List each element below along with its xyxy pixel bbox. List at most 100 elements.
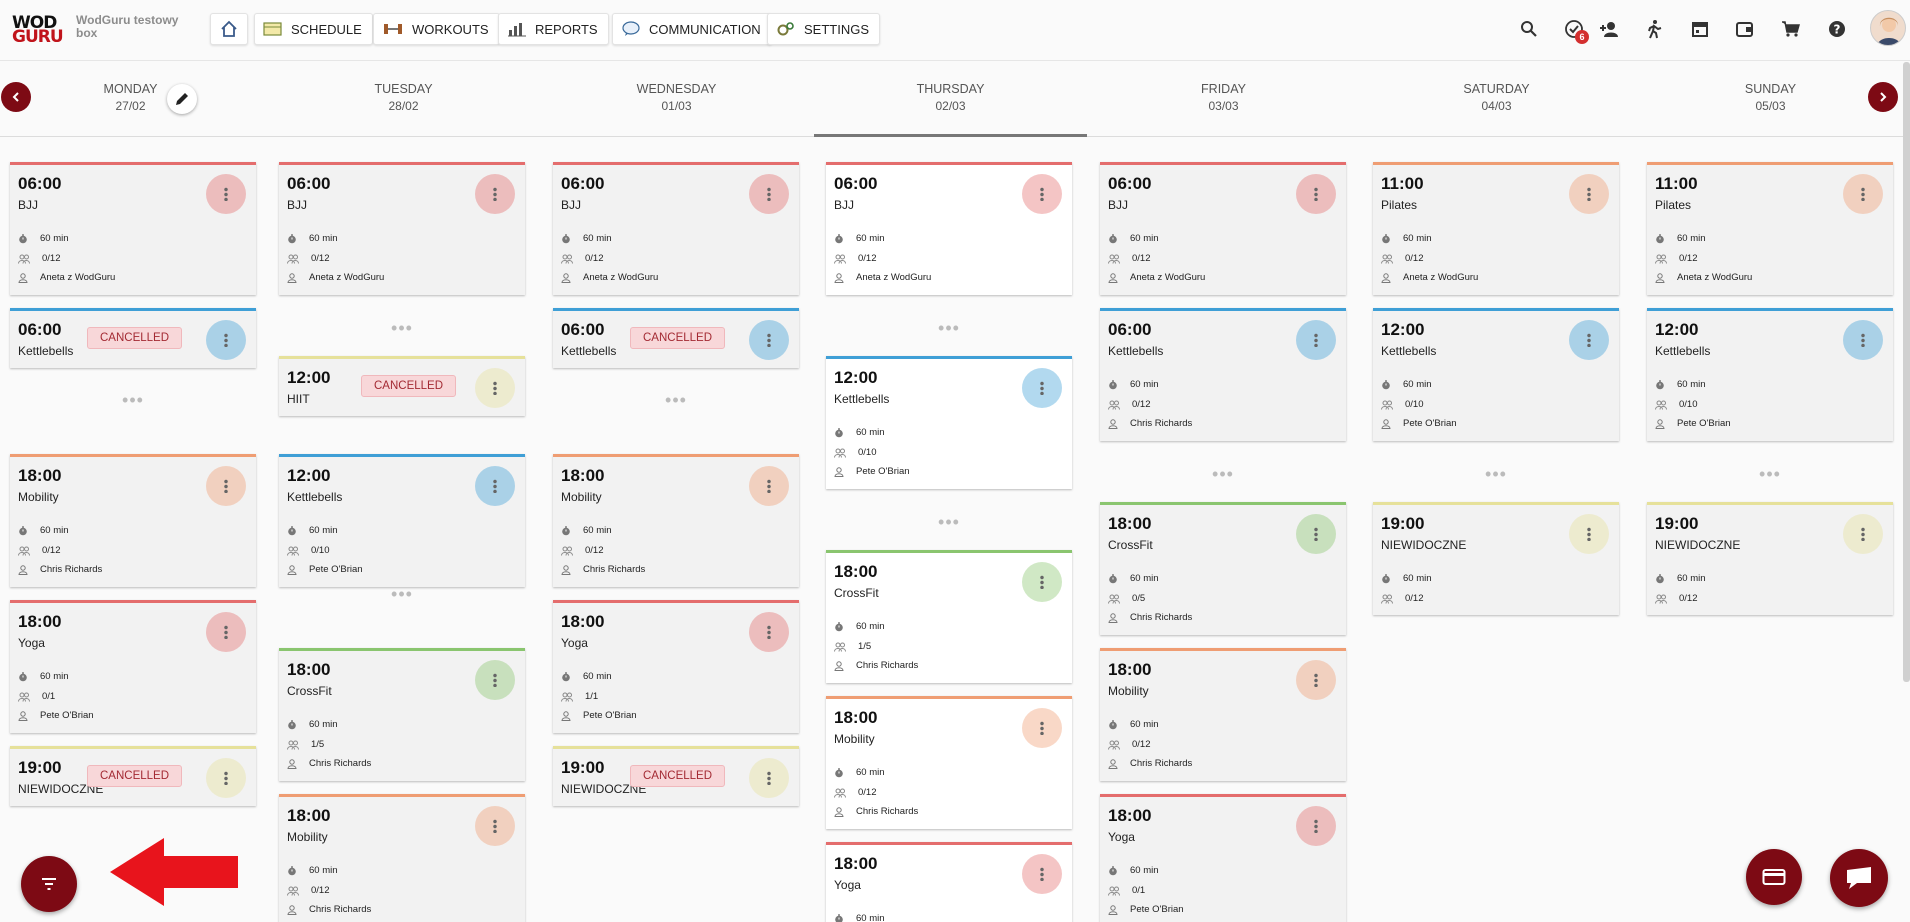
expand-hidden-classes[interactable]: ••• — [391, 584, 413, 604]
class-menu-button[interactable] — [1569, 514, 1609, 554]
class-menu-button[interactable] — [1022, 562, 1062, 602]
expand-hidden-classes[interactable]: ••• — [665, 390, 687, 410]
expand-hidden-classes[interactable]: ••• — [1485, 464, 1507, 484]
expand-hidden-classes[interactable]: ••• — [938, 318, 960, 338]
day-header-thursday[interactable]: THURSDAY 02/03 — [814, 62, 1087, 137]
class-card[interactable]: 11:00 Pilates 60 min 0/12 Aneta z WodGuru — [1647, 162, 1893, 295]
class-card[interactable]: 18:00 Yoga 60 min — [826, 842, 1072, 922]
day-header-friday[interactable]: FRIDAY 03/03 — [1087, 62, 1360, 137]
class-card[interactable]: 18:00 Mobility 60 min 0/12 Chris Richards — [279, 794, 525, 922]
expand-hidden-classes[interactable]: ••• — [122, 390, 144, 410]
filter-button[interactable] — [21, 856, 77, 912]
class-menu-button[interactable] — [206, 466, 246, 506]
class-menu-button[interactable] — [749, 758, 789, 798]
class-menu-button[interactable] — [475, 660, 515, 700]
nav-schedule[interactable]: SCHEDULE — [254, 13, 373, 45]
cart-button[interactable] — [1778, 16, 1804, 42]
class-menu-button[interactable] — [749, 174, 789, 214]
class-menu-button[interactable] — [206, 758, 246, 798]
tasks-button[interactable]: 6 — [1561, 16, 1589, 44]
class-card[interactable]: 06:00 BJJ 60 min 0/12 Aneta z WodGuru — [553, 162, 799, 295]
class-menu-button[interactable] — [475, 174, 515, 214]
class-card[interactable]: 18:00 CrossFit 60 min 0/5 Chris Richards — [1100, 502, 1346, 635]
class-card[interactable]: 06:00 BJJ 60 min 0/12 Aneta z WodGuru — [10, 162, 256, 295]
class-menu-button[interactable] — [206, 320, 246, 360]
class-menu-button[interactable] — [1569, 320, 1609, 360]
class-menu-button[interactable] — [1296, 806, 1336, 846]
day-header-saturday[interactable]: SATURDAY 04/03 — [1360, 62, 1633, 137]
class-card[interactable]: 18:00 Yoga 60 min 0/1 Pete O'Brian — [10, 600, 256, 733]
class-menu-button[interactable] — [1843, 174, 1883, 214]
help-button[interactable]: ? — [1824, 16, 1850, 42]
class-card[interactable]: 12:00 HIIT CANCELLED — [279, 356, 525, 416]
class-card[interactable]: 06:00 Kettlebells 60 min 0/12 Chris Richards — [1100, 308, 1346, 441]
class-card[interactable]: 06:00 Kettlebells CANCELLED — [10, 308, 256, 368]
class-card[interactable]: 12:00 Kettlebells 60 min 0/10 Pete O'Brian — [1373, 308, 1619, 441]
class-menu-button[interactable] — [206, 612, 246, 652]
search-button[interactable] — [1516, 16, 1542, 42]
avatar[interactable] — [1870, 10, 1906, 46]
class-menu-button[interactable] — [1022, 368, 1062, 408]
calendar-button[interactable] — [1687, 16, 1713, 42]
class-menu-button[interactable] — [475, 806, 515, 846]
activity-button[interactable] — [1641, 16, 1667, 42]
class-card[interactable]: 18:00 Yoga 60 min 0/1 Pete O'Brian — [1100, 794, 1346, 922]
home-button[interactable] — [210, 13, 248, 45]
wodguru-logo[interactable]: WOD GURU — [12, 15, 64, 46]
class-menu-button[interactable] — [475, 466, 515, 506]
class-card[interactable]: 18:00 Mobility 60 min 0/12 Chris Richards — [553, 454, 799, 587]
class-card[interactable]: 12:00 Kettlebells 60 min 0/10 Pete O'Brian — [1647, 308, 1893, 441]
expand-hidden-classes[interactable]: ••• — [938, 512, 960, 532]
class-card[interactable]: 18:00 Mobility 60 min 0/12 Chris Richards — [826, 696, 1072, 829]
day-header-sunday[interactable]: SUNDAY 05/03 — [1634, 62, 1907, 137]
payment-button[interactable] — [1746, 849, 1802, 905]
class-menu-button[interactable] — [1022, 854, 1062, 894]
class-menu-button[interactable] — [1296, 660, 1336, 700]
class-menu-button[interactable] — [1022, 174, 1062, 214]
class-card[interactable]: 18:00 Mobility 60 min 0/12 Chris Richards — [1100, 648, 1346, 781]
class-card[interactable]: 18:00 CrossFit 60 min 1/5 Chris Richards — [826, 550, 1072, 683]
class-menu-button[interactable] — [749, 320, 789, 360]
class-card[interactable]: 18:00 CrossFit 60 min 1/5 Chris Richards — [279, 648, 525, 781]
nav-communication[interactable]: COMMUNICATION — [612, 13, 772, 45]
class-menu-button[interactable] — [475, 368, 515, 408]
class-menu-button[interactable] — [1843, 514, 1883, 554]
nav-workouts[interactable]: WORKOUTS — [373, 13, 500, 45]
class-card[interactable]: 19:00 NIEWIDOCZNE 60 min 0/12 — [1647, 502, 1893, 615]
class-card[interactable]: 18:00 Mobility 60 min 0/12 Chris Richards — [10, 454, 256, 587]
class-menu-button[interactable] — [749, 466, 789, 506]
class-menu-button[interactable] — [749, 612, 789, 652]
class-menu-button[interactable] — [1296, 174, 1336, 214]
day-header-wednesday[interactable]: WEDNESDAY 01/03 — [540, 62, 813, 137]
prev-week-button[interactable] — [1, 82, 31, 112]
add-member-button[interactable] — [1596, 16, 1622, 42]
class-card[interactable]: 06:00 Kettlebells CANCELLED — [553, 308, 799, 368]
chat-button[interactable] — [1830, 849, 1888, 907]
class-menu-button[interactable] — [1296, 320, 1336, 360]
class-card[interactable]: 06:00 BJJ 60 min 0/12 Aneta z WodGuru — [1100, 162, 1346, 295]
class-card[interactable]: 19:00 NIEWIDOCZNE CANCELLED — [10, 746, 256, 806]
class-card[interactable]: 19:00 NIEWIDOCZNE CANCELLED — [553, 746, 799, 806]
class-menu-button[interactable] — [1569, 174, 1609, 214]
expand-hidden-classes[interactable]: ••• — [1212, 464, 1234, 484]
scrollbar[interactable] — [1903, 62, 1910, 682]
day-header-monday[interactable]: MONDAY 27/02 — [0, 62, 267, 137]
class-menu-button[interactable] — [206, 174, 246, 214]
class-card[interactable]: 11:00 Pilates 60 min 0/12 Aneta z WodGuru — [1373, 162, 1619, 295]
class-menu-button[interactable] — [1843, 320, 1883, 360]
nav-reports[interactable]: REPORTS — [498, 13, 609, 45]
edit-schedule-button[interactable] — [167, 84, 197, 114]
expand-hidden-classes[interactable]: ••• — [391, 318, 413, 338]
day-header-tuesday[interactable]: TUESDAY 28/02 — [267, 62, 540, 137]
class-card[interactable]: 12:00 Kettlebells 60 min 0/10 Pete O'Brian — [279, 454, 525, 587]
class-card[interactable]: 18:00 Yoga 60 min 1/1 Pete O'Brian — [553, 600, 799, 733]
class-card[interactable]: 19:00 NIEWIDOCZNE 60 min 0/12 — [1373, 502, 1619, 615]
next-week-button[interactable] — [1868, 82, 1898, 112]
class-card[interactable]: 12:00 Kettlebells 60 min 0/10 Pete O'Brian — [826, 356, 1072, 489]
wallet-button[interactable] — [1732, 16, 1758, 42]
class-menu-button[interactable] — [1022, 708, 1062, 748]
expand-hidden-classes[interactable]: ••• — [1759, 464, 1781, 484]
class-card[interactable]: 06:00 BJJ 60 min 0/12 Aneta z WodGuru — [826, 162, 1072, 295]
class-menu-button[interactable] — [1296, 514, 1336, 554]
nav-settings[interactable]: SETTINGS — [767, 13, 881, 45]
